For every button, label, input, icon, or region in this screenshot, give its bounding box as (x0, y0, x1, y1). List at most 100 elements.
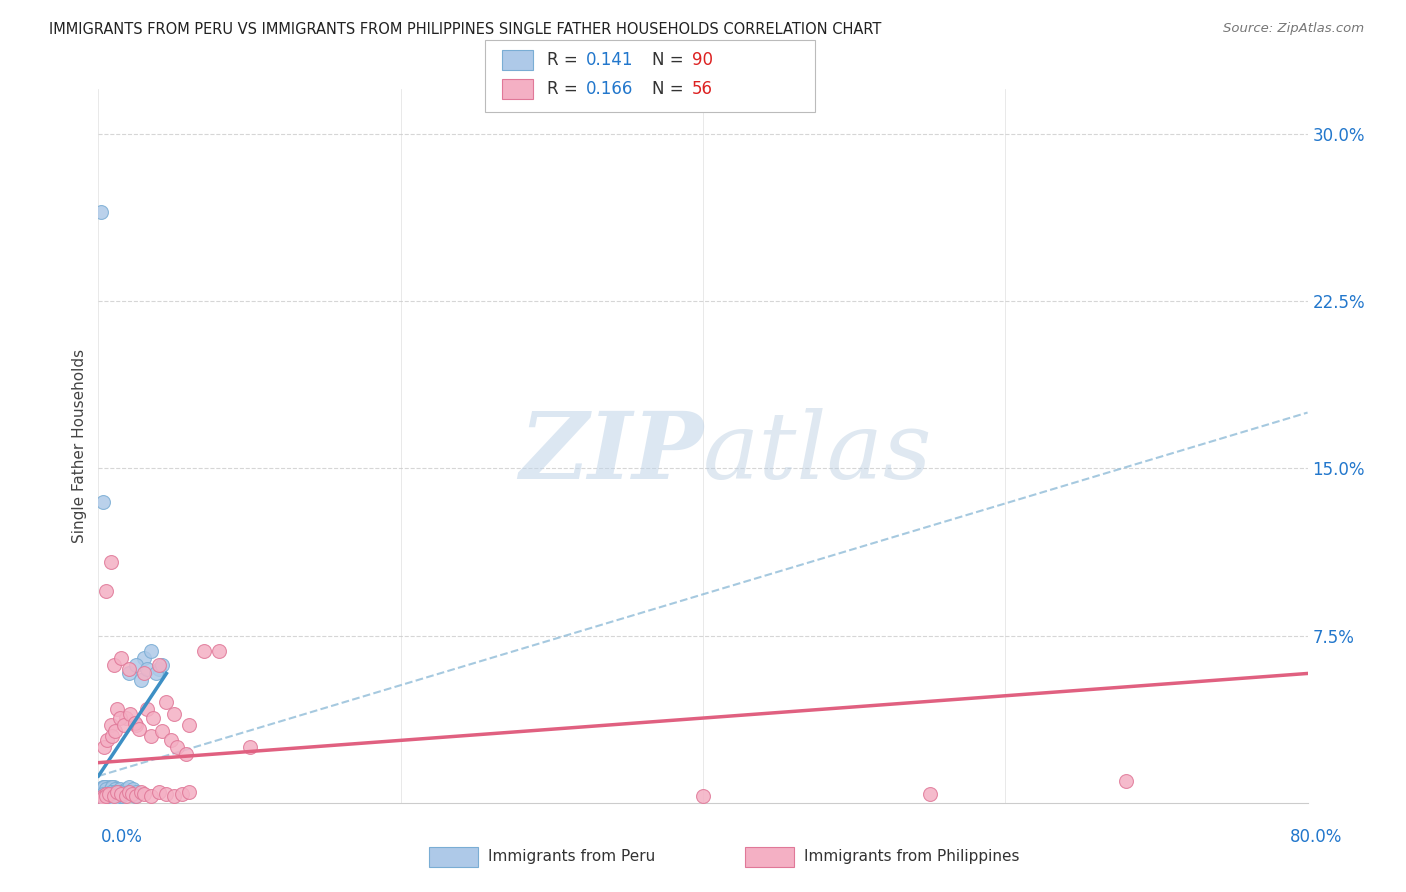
Point (91, 787, 114, 801)
Point (93, 782, 115, 797)
Point (93, 787, 115, 801)
Point (101, 785, 124, 799)
Text: IMMIGRANTS FROM PERU VS IMMIGRANTS FROM PHILIPPINES SINGLE FATHER HOUSEHOLDS COR: IMMIGRANTS FROM PERU VS IMMIGRANTS FROM … (49, 22, 882, 37)
Point (105, 787, 128, 801)
Point (100, 782, 122, 797)
Point (125, 717, 148, 731)
Point (104, 785, 127, 799)
Point (103, 789, 125, 804)
Point (98, 780, 121, 795)
Point (163, 706, 186, 721)
Point (155, 787, 177, 801)
Point (129, 785, 152, 799)
Point (121, 787, 143, 801)
Point (112, 787, 135, 801)
Point (91, 782, 114, 797)
Point (105, 789, 128, 804)
Point (89, 785, 111, 799)
Text: 56: 56 (692, 80, 713, 98)
Point (115, 785, 138, 799)
Text: 0.0%: 0.0% (101, 828, 143, 846)
Point (124, 789, 146, 804)
Point (148, 785, 170, 799)
Point (170, 787, 193, 801)
Point (104, 724, 127, 739)
Point (96, 733, 118, 747)
Point (96, 789, 118, 804)
Point (148, 662, 170, 676)
Point (125, 785, 148, 799)
Point (129, 673, 152, 687)
Point (132, 651, 155, 665)
Point (135, 702, 157, 716)
Point (94, 782, 117, 797)
Point (108, 785, 131, 799)
Point (100, 555, 122, 569)
Point (90, 789, 112, 804)
Point (96, 787, 118, 801)
Point (98, 785, 121, 799)
Point (114, 782, 136, 797)
Point (122, 782, 145, 797)
Point (101, 729, 124, 743)
Point (89, 791, 111, 805)
Text: Immigrants from Philippines: Immigrants from Philippines (804, 849, 1019, 863)
Point (94, 789, 117, 804)
Point (112, 717, 135, 731)
Point (89, 789, 111, 804)
Point (107, 785, 129, 799)
Point (93, 789, 115, 804)
Point (141, 789, 163, 804)
Point (90, 787, 112, 801)
Point (93, 780, 115, 795)
Point (108, 711, 131, 725)
Point (166, 740, 188, 755)
Point (108, 782, 131, 797)
Point (91, 494, 114, 508)
Point (89, 789, 111, 804)
Point (132, 787, 155, 801)
Text: R =: R = (547, 80, 583, 98)
Point (101, 780, 124, 795)
Point (90, 791, 112, 805)
Point (118, 662, 141, 676)
Point (89, 787, 111, 801)
Point (141, 644, 163, 658)
Point (118, 666, 141, 681)
Point (174, 747, 197, 761)
Point (103, 787, 125, 801)
Point (94, 787, 117, 801)
Point (93, 789, 115, 804)
Text: 0.141: 0.141 (586, 51, 634, 69)
Point (148, 657, 170, 672)
Point (111, 785, 134, 799)
Point (120, 706, 142, 721)
Point (118, 780, 141, 795)
Point (91, 791, 114, 805)
Point (90, 789, 112, 804)
Point (91, 789, 114, 804)
Point (98, 787, 121, 801)
Point (179, 717, 201, 731)
Point (110, 789, 132, 804)
Point (1115, 773, 1137, 788)
Point (103, 785, 125, 799)
Point (103, 657, 125, 672)
Point (132, 666, 155, 681)
Point (90, 794, 112, 808)
Point (101, 794, 124, 808)
Y-axis label: Single Father Households: Single Father Households (72, 349, 87, 543)
Point (145, 666, 167, 681)
Point (100, 717, 122, 731)
Point (90, 785, 112, 799)
Point (90, 204, 112, 219)
Point (94, 780, 117, 795)
Point (96, 785, 118, 799)
Text: 0.166: 0.166 (586, 80, 634, 98)
Point (142, 711, 165, 725)
Text: Source: ZipAtlas.com: Source: ZipAtlas.com (1223, 22, 1364, 36)
Point (110, 651, 132, 665)
Point (101, 789, 124, 804)
Point (87, 791, 110, 805)
Point (918, 787, 941, 801)
